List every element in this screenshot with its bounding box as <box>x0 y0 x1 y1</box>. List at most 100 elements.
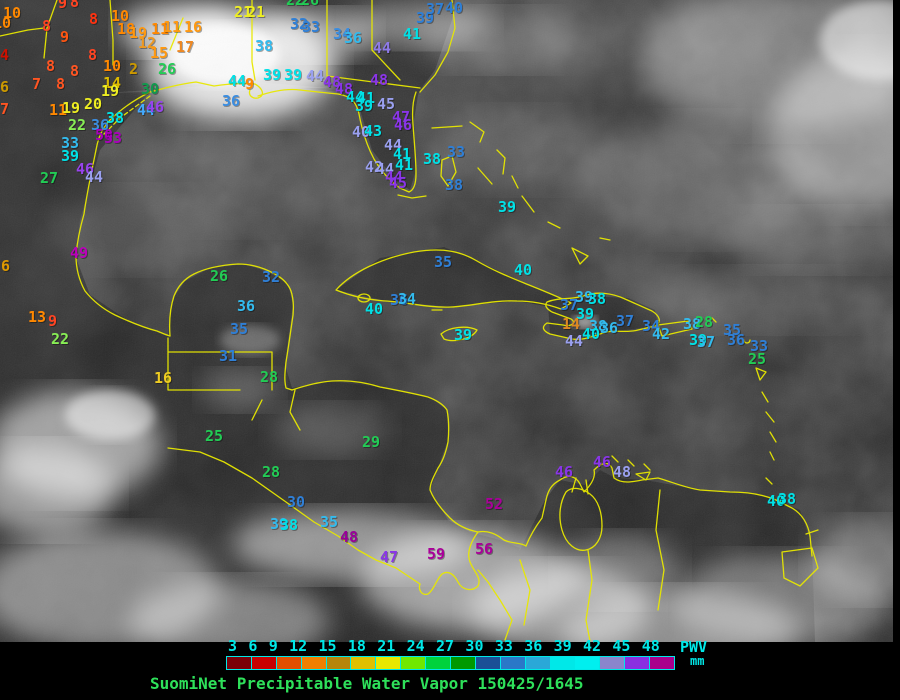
station-value: 8 <box>46 57 56 75</box>
station-value: 11 <box>163 18 182 36</box>
image-grain <box>0 0 893 642</box>
station-value: 14 <box>103 74 122 92</box>
station-value: 43 <box>364 122 383 140</box>
station-value: 8 <box>70 62 80 80</box>
product-title: SuomiNet Precipitable Water Vapor 150425… <box>150 674 584 693</box>
station-value: 30 <box>287 493 306 511</box>
station-value: 15 <box>150 44 169 62</box>
station-value: 35 <box>434 253 453 271</box>
station-value: 27 <box>40 169 59 187</box>
station-value: 44 <box>228 72 247 90</box>
station-value: 44 <box>385 168 404 186</box>
station-value: 22 <box>68 116 87 134</box>
station-value: 14 <box>562 315 581 333</box>
station-value: 36 <box>600 319 619 337</box>
legend-tick: 9 <box>268 637 278 655</box>
station-value: 36 <box>91 116 110 134</box>
station-value: 38 <box>683 315 702 333</box>
station-value: 33 <box>447 143 466 161</box>
station-value: 47 <box>380 548 399 566</box>
legend-unit-label: PWV <box>680 638 708 656</box>
station-value: 29 <box>362 433 381 451</box>
station-value: 7 <box>32 75 42 93</box>
station-value: 44 <box>85 168 104 186</box>
legend-tick: 6 <box>248 637 258 655</box>
station-value: 39 <box>270 515 289 533</box>
station-value: 36 <box>344 29 363 47</box>
station-value: 35 <box>320 513 339 531</box>
station-value: 22 <box>286 0 305 9</box>
station-value: 44 <box>384 136 403 154</box>
legend-color-segment <box>376 657 402 669</box>
station-value: 39 <box>284 66 303 84</box>
station-value: 37 <box>560 296 579 314</box>
station-value: 10 <box>0 14 12 32</box>
station-value: 48 <box>323 73 342 91</box>
legend-color-segment <box>550 657 576 669</box>
legend-tick: 18 <box>347 637 366 655</box>
station-value: 25 <box>205 427 224 445</box>
station-value: 25 <box>748 350 767 368</box>
station-value: 44 <box>373 39 392 57</box>
station-value: 26 <box>210 267 229 285</box>
station-value: 50 <box>95 126 114 144</box>
station-value: 11 <box>49 101 68 119</box>
station-value: 10 <box>103 57 122 75</box>
station-value: 34 <box>333 25 352 43</box>
legend-tick: 21 <box>377 637 396 655</box>
station-value: 38 <box>445 176 464 194</box>
legend-color-segment <box>301 657 327 669</box>
station-value: 44 <box>376 160 395 178</box>
legend-tick: 33 <box>494 637 513 655</box>
station-value: 45 <box>389 174 408 192</box>
station-value: 48 <box>335 80 354 98</box>
legend-ticks: 3 6 9 12 15 18 21 24 27 30 33 36 39 42 45 48 <box>228 639 660 654</box>
station-value: 42 <box>652 325 671 343</box>
station-value: 8 <box>89 10 99 28</box>
station-value: 48 <box>340 528 359 546</box>
station-value: 26 <box>158 60 177 78</box>
station-value: 39 <box>61 147 80 165</box>
station-value: 16 <box>184 18 203 36</box>
legend-color-segment <box>625 657 651 669</box>
station-value: 39 <box>689 331 708 349</box>
legend-tick: 24 <box>406 637 425 655</box>
station-value: 37 <box>616 312 635 330</box>
station-value: 4 <box>0 46 10 64</box>
station-value: 36 <box>727 331 746 349</box>
legend-color-segment <box>500 657 526 669</box>
station-value: 9 <box>245 75 255 93</box>
station-value: 10 <box>111 7 130 25</box>
station-value: 28 <box>260 368 279 386</box>
station-value: 39 <box>355 97 374 115</box>
legend-tick: 36 <box>524 637 543 655</box>
station-value: 52 <box>485 495 504 513</box>
station-value: 46 <box>146 98 165 116</box>
station-value: 48 <box>370 71 389 89</box>
station-value: 9 <box>48 312 58 330</box>
legend-color-segment <box>426 657 452 669</box>
station-value: 9 <box>60 28 70 46</box>
station-value: 59 <box>427 545 446 563</box>
legend-tick: 42 <box>582 637 602 655</box>
station-value: 19 <box>129 24 148 42</box>
station-value: 34 <box>642 317 661 335</box>
station-value: 19 <box>62 99 81 117</box>
station-value: 46 <box>593 453 612 471</box>
station-value: 38 <box>255 37 274 55</box>
station-value: 19 <box>101 82 120 100</box>
station-value: 44 <box>346 88 365 106</box>
station-value: 8 <box>42 17 52 35</box>
station-value: 41 <box>403 25 422 43</box>
station-value: 39 <box>576 305 595 323</box>
station-value: 39 <box>454 326 473 344</box>
station-value: 32 <box>290 15 309 33</box>
station-value: 45 <box>377 95 396 113</box>
legend-color-segment <box>475 657 501 669</box>
station-value: 46 <box>555 463 574 481</box>
legend-color-segment <box>600 657 626 669</box>
legend-color-segment <box>251 657 277 669</box>
station-value: 8 <box>56 75 66 93</box>
station-value: 9 <box>58 0 68 12</box>
